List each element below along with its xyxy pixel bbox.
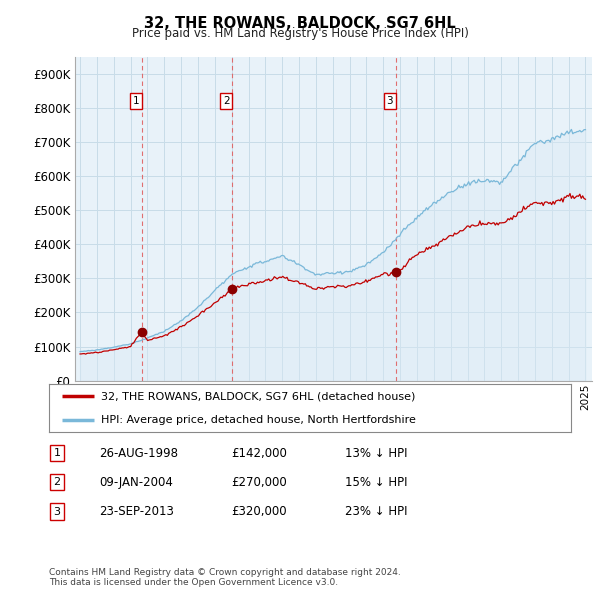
Text: 2: 2 <box>223 96 230 106</box>
Text: 15% ↓ HPI: 15% ↓ HPI <box>345 476 407 489</box>
Text: Contains HM Land Registry data © Crown copyright and database right 2024.
This d: Contains HM Land Registry data © Crown c… <box>49 568 401 587</box>
Text: 32, THE ROWANS, BALDOCK, SG7 6HL: 32, THE ROWANS, BALDOCK, SG7 6HL <box>144 16 456 31</box>
Text: 3: 3 <box>53 507 61 516</box>
Text: 13% ↓ HPI: 13% ↓ HPI <box>345 447 407 460</box>
Text: 26-AUG-1998: 26-AUG-1998 <box>99 447 178 460</box>
Text: £142,000: £142,000 <box>231 447 287 460</box>
Text: £320,000: £320,000 <box>231 505 287 518</box>
Text: 32, THE ROWANS, BALDOCK, SG7 6HL (detached house): 32, THE ROWANS, BALDOCK, SG7 6HL (detach… <box>101 391 416 401</box>
Text: 3: 3 <box>386 96 393 106</box>
Text: 23-SEP-2013: 23-SEP-2013 <box>99 505 174 518</box>
Text: 2: 2 <box>53 477 61 487</box>
Text: HPI: Average price, detached house, North Hertfordshire: HPI: Average price, detached house, Nort… <box>101 415 416 425</box>
Text: 23% ↓ HPI: 23% ↓ HPI <box>345 505 407 518</box>
Text: £270,000: £270,000 <box>231 476 287 489</box>
Text: 1: 1 <box>53 448 61 458</box>
Text: Price paid vs. HM Land Registry's House Price Index (HPI): Price paid vs. HM Land Registry's House … <box>131 27 469 40</box>
Text: 09-JAN-2004: 09-JAN-2004 <box>99 476 173 489</box>
Text: 1: 1 <box>133 96 139 106</box>
